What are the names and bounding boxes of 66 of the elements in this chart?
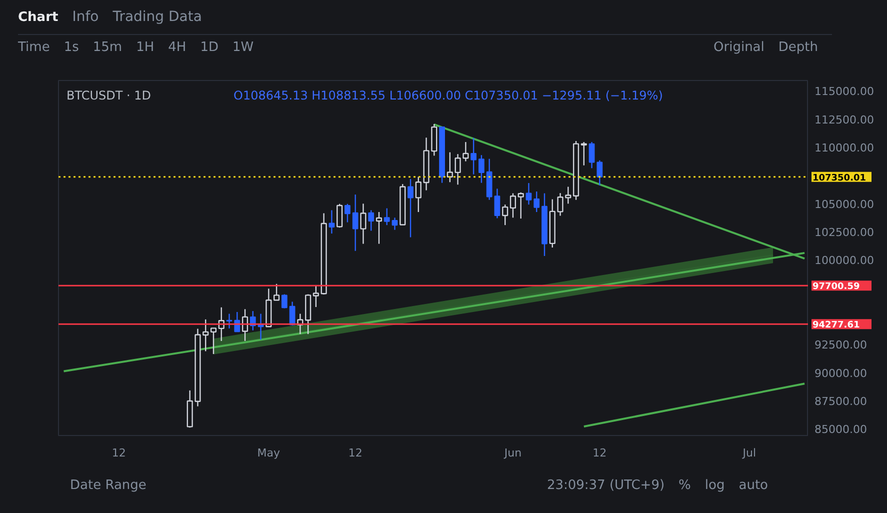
x-tick-label: 12 bbox=[348, 446, 362, 460]
candlestick bbox=[376, 211, 382, 244]
text: 4H bbox=[168, 40, 186, 55]
candlestick bbox=[470, 137, 477, 175]
candlestick bbox=[446, 152, 453, 183]
text: Time bbox=[18, 40, 50, 55]
text: Date Range bbox=[70, 478, 146, 493]
y-tick-label: 85000.00 bbox=[814, 423, 867, 436]
x-tick-label: 12 bbox=[112, 446, 126, 460]
candlestick bbox=[526, 182, 532, 206]
x-tick-label: 12 bbox=[592, 446, 607, 460]
candlestick bbox=[226, 313, 232, 330]
text: Chart bbox=[18, 10, 58, 25]
y-tick-label: 90000.00 bbox=[814, 366, 867, 380]
text: BTCUSDT · 1D bbox=[66, 88, 152, 102]
y-tick-label: 92500.00 bbox=[814, 338, 867, 352]
text: 1D bbox=[200, 40, 218, 55]
text: auto bbox=[738, 478, 768, 493]
y-tick-label: 100000.00 bbox=[814, 254, 874, 268]
y-tick-label: 112500.00 bbox=[814, 113, 874, 126]
text: Info bbox=[72, 9, 99, 25]
candlestick bbox=[352, 194, 358, 252]
candlestick bbox=[534, 190, 540, 213]
candlestick bbox=[312, 285, 319, 308]
text: 1H bbox=[136, 40, 154, 55]
y-tick-label: 110000.00 bbox=[814, 141, 874, 154]
y-tick-label: 87500.00 bbox=[814, 395, 867, 408]
text: O108645.13 H108813.55 L106600.00 C107350.01 −1295.11 (−1.19%) bbox=[234, 88, 663, 102]
y-tick-label: 102500.00 bbox=[814, 226, 874, 240]
x-tick-label: May bbox=[257, 446, 281, 460]
ref-line-label: 97700.59 bbox=[812, 282, 860, 292]
y-tick-label: 105000.00 bbox=[814, 198, 874, 211]
text: log bbox=[704, 478, 725, 493]
candlestick bbox=[242, 308, 248, 342]
candlestick bbox=[336, 203, 343, 228]
text: Depth bbox=[778, 40, 818, 55]
text: % bbox=[678, 478, 691, 493]
ref-line-label: 94277.61 bbox=[812, 320, 860, 331]
x-tick-label: Jul bbox=[742, 446, 756, 460]
candlestick bbox=[384, 208, 390, 226]
y-tick-label: 115000.00 bbox=[814, 85, 874, 98]
ref-line-label: 107350.01 bbox=[812, 173, 866, 184]
candlestick bbox=[344, 203, 350, 223]
text: 1W bbox=[232, 40, 254, 55]
candlestick bbox=[518, 192, 524, 220]
text: 1s bbox=[64, 40, 79, 55]
candlestick bbox=[494, 188, 500, 219]
candlestick bbox=[588, 141, 595, 169]
candlestick bbox=[502, 204, 508, 226]
candlestick bbox=[210, 327, 217, 355]
candlestick bbox=[328, 210, 335, 234]
text: Original bbox=[714, 40, 764, 55]
text: 23:09:37 (UTC+9) bbox=[546, 478, 665, 493]
candlestick bbox=[478, 154, 484, 184]
candlestick bbox=[273, 283, 280, 301]
candlestick bbox=[596, 160, 603, 186]
text: 15m bbox=[92, 40, 122, 55]
candlestick bbox=[580, 141, 587, 166]
candlestick bbox=[510, 192, 516, 218]
candlestick bbox=[392, 217, 398, 230]
candlestick bbox=[360, 203, 366, 244]
candlestick bbox=[368, 210, 374, 232]
candlestick bbox=[408, 178, 414, 238]
x-tick-label: Jun bbox=[503, 446, 522, 460]
text: Trading Data bbox=[112, 9, 202, 25]
candlestick bbox=[281, 294, 288, 309]
